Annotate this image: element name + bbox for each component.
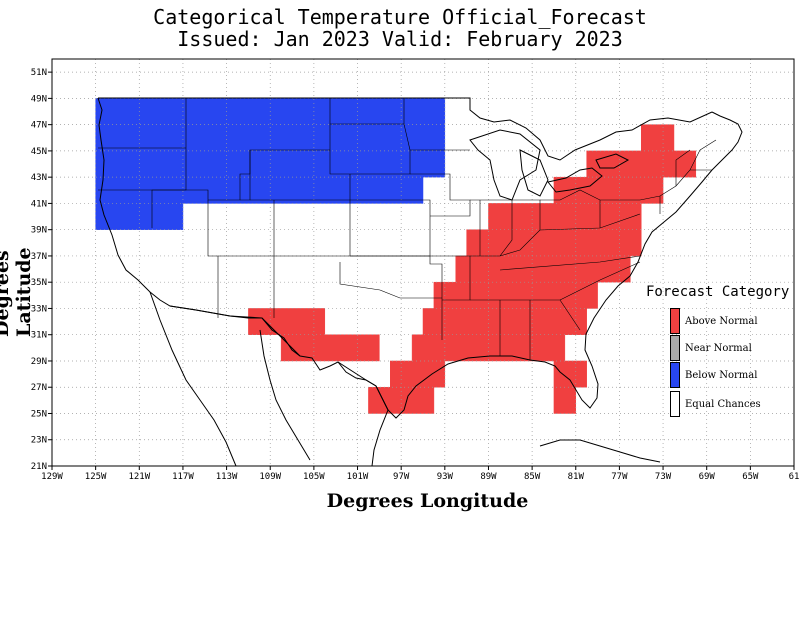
x-tick-label: 129W bbox=[41, 472, 63, 482]
forecast-cell-above-normal bbox=[586, 150, 697, 178]
forecast-cell-below-normal bbox=[95, 150, 446, 178]
y-tick-label: 29N bbox=[31, 357, 47, 367]
legend-item-above-normal: Above Normal bbox=[670, 308, 758, 334]
axes: 129W 125W 121W 117W 113W 109W 105W 101W 97W 93W 89… bbox=[31, 58, 800, 482]
y-tick-label: 43N bbox=[31, 173, 47, 183]
y-tick-label: 39N bbox=[31, 226, 47, 236]
y-tick-label: 23N bbox=[31, 436, 47, 446]
forecast-cell-above-normal bbox=[466, 229, 642, 257]
x-tick-label: 77W bbox=[611, 472, 628, 482]
us-coastline bbox=[97, 97, 743, 419]
x-tick-label: 69W bbox=[699, 472, 716, 482]
x-tick-label: 101W bbox=[347, 472, 369, 482]
x-tick-label: 81W bbox=[568, 472, 585, 482]
state-borders bbox=[98, 98, 717, 360]
map-frame bbox=[51, 58, 795, 467]
mexico-border bbox=[169, 305, 389, 411]
x-tick-label: 121W bbox=[128, 472, 150, 482]
y-tick-label: 33N bbox=[31, 304, 47, 314]
x-tick-label: 89W bbox=[480, 472, 497, 482]
mexico-coast bbox=[149, 291, 389, 467]
legend-swatch-above-normal bbox=[670, 308, 680, 334]
x-tick-label: 73W bbox=[655, 472, 672, 482]
forecast-cell-above-normal bbox=[248, 308, 326, 335]
legend-swatch-near-normal bbox=[670, 335, 680, 361]
coastlines-and-borders bbox=[97, 97, 743, 467]
legend-label-near-normal: Near Normal bbox=[685, 342, 752, 354]
x-tick-label: 113W bbox=[216, 472, 238, 482]
legend-item-equal-chances: Equal Chances bbox=[670, 391, 761, 417]
x-tick-label: 97W bbox=[393, 472, 410, 482]
forecast-cell-above-normal bbox=[553, 386, 577, 414]
forecast-cell-above-normal bbox=[488, 203, 642, 230]
forecast-cell-below-normal bbox=[95, 124, 446, 152]
y-tick-label: 35N bbox=[31, 278, 47, 288]
forecast-cell-above-normal bbox=[422, 308, 587, 335]
cuba-coast bbox=[539, 439, 661, 463]
legend-label-above-normal: Above Normal bbox=[685, 315, 758, 327]
great-lakes bbox=[469, 129, 630, 201]
x-tick-label: 93W bbox=[437, 472, 454, 482]
x-tick-label: 109W bbox=[259, 472, 281, 482]
y-tick-label: 27N bbox=[31, 383, 47, 393]
x-tick-label: 117W bbox=[172, 472, 194, 482]
map-subtitle: Issued: Jan 2023 Valid: February 2023 bbox=[177, 27, 623, 51]
x-axis-label: Degrees Longitude bbox=[326, 490, 529, 512]
canada-border bbox=[98, 97, 713, 161]
x-tick-label: 61 bbox=[789, 472, 800, 482]
x-tick-label: 105W bbox=[303, 472, 325, 482]
forecast-cell-above-normal bbox=[433, 281, 598, 309]
y-tick-label: 31N bbox=[31, 331, 47, 341]
y-tick-label: 47N bbox=[31, 121, 47, 131]
y-tick-label: 49N bbox=[31, 94, 47, 104]
x-tick-label: 85W bbox=[524, 472, 541, 482]
y-tick-label: 51N bbox=[31, 68, 47, 78]
forecast-fill-layer bbox=[95, 98, 697, 414]
x-tick-label: 65W bbox=[742, 472, 759, 482]
forecast-cell-above-normal bbox=[390, 360, 446, 388]
legend-title: Forecast Category bbox=[646, 284, 790, 300]
y-tick-label: 25N bbox=[31, 409, 47, 419]
legend-label-below-normal: Below Normal bbox=[685, 369, 758, 381]
y-tick-label: 21N bbox=[31, 462, 47, 472]
map-title: Categorical Temperature Official_Forecas… bbox=[153, 5, 647, 29]
legend-swatch-equal-chances bbox=[670, 391, 680, 417]
forecast-cell-above-normal bbox=[455, 255, 631, 283]
y-tick-label: 45N bbox=[31, 147, 47, 157]
forecast-cell-above-normal bbox=[640, 124, 675, 152]
y-tick-label: 37N bbox=[31, 252, 47, 262]
y-tick-label: 41N bbox=[31, 199, 47, 209]
y-axis-label: Degrees Latitude bbox=[0, 247, 35, 337]
legend-swatch-below-normal bbox=[670, 362, 680, 388]
legend-label-equal-chances: Equal Chances bbox=[685, 398, 761, 410]
forecast-cell-above-normal bbox=[553, 360, 587, 388]
legend-item-below-normal: Below Normal bbox=[670, 362, 757, 388]
x-tick-label: 125W bbox=[85, 472, 107, 482]
legend-item-near-normal: Near Normal bbox=[670, 335, 752, 361]
forecast-cell-above-normal bbox=[280, 334, 380, 362]
